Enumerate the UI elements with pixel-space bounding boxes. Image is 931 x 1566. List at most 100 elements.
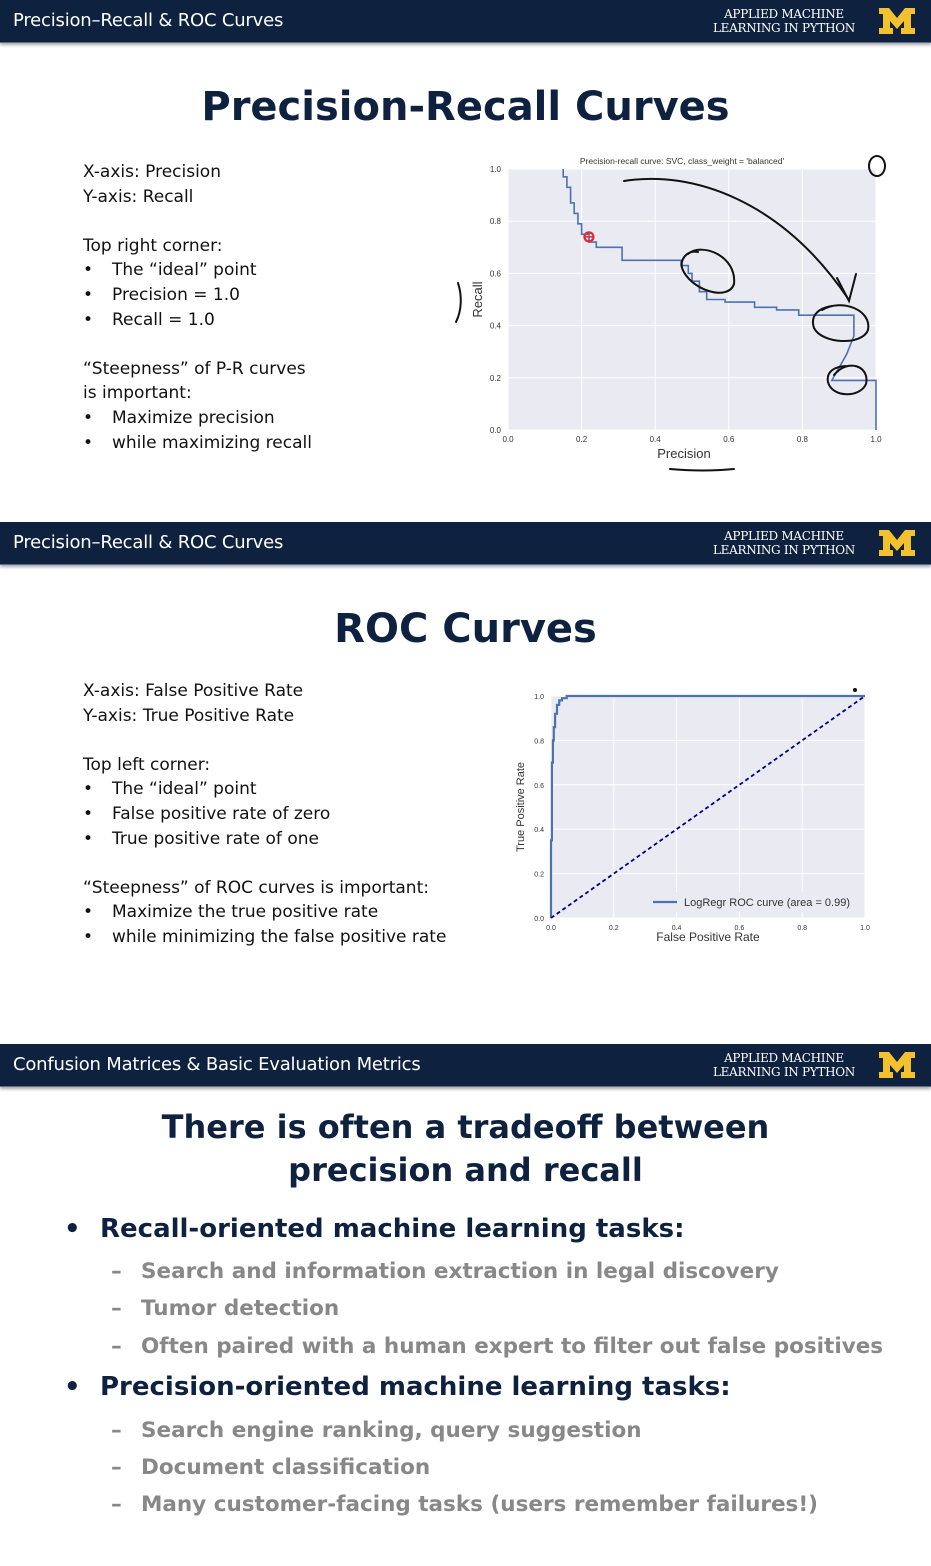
slide-title: Precision-Recall Curves bbox=[201, 84, 730, 130]
x-axis-label: Precision bbox=[657, 446, 710, 461]
y-tick-label: 0.8 bbox=[534, 738, 544, 745]
sub-bullet: – Many customer-facing tasks (users remem… bbox=[111, 1492, 818, 1517]
bullet-item: • Precision = 1.0 bbox=[83, 283, 312, 308]
legend-label: LogRegr ROC curve (area = 0.99) bbox=[684, 897, 850, 909]
bullet-item: • while minimizing the false positive rat… bbox=[83, 925, 446, 950]
body-line: Y-axis: Recall bbox=[83, 186, 194, 207]
x-tick-label: 0.4 bbox=[672, 925, 682, 932]
spacer bbox=[83, 209, 312, 234]
roc-chart: 0.0 0.2 0.4 0.6 0.8 1.0 0.0 0.2 0.4 0.6 0.8 1.0 Fals… bbox=[505, 682, 885, 962]
y-tick-label: 1.0 bbox=[490, 165, 502, 174]
chart-title: Precision-recall curve: SVC, class_weigh… bbox=[580, 156, 785, 166]
y-tick-label: 0.4 bbox=[490, 322, 502, 331]
x-tick-label: 0.2 bbox=[576, 435, 588, 444]
x-tick-label: 0.8 bbox=[797, 925, 807, 932]
brand-line-1: APPLIED MACHINE bbox=[724, 1051, 844, 1065]
slide-header: Confusion Matrices & Basic Evaluation Me… bbox=[0, 1044, 931, 1087]
bullet-text: Precision-oriented machine learning task… bbox=[100, 1372, 731, 1402]
ink-arrow-stroke bbox=[623, 177, 850, 301]
y-axis-label: True Positive Rate bbox=[515, 762, 527, 852]
y-tick-label: 0.2 bbox=[534, 872, 544, 879]
bullet-marker: • bbox=[83, 779, 94, 800]
x-tick-label: 0.0 bbox=[502, 435, 514, 444]
brand-line-1: APPLIED MACHINE bbox=[724, 7, 844, 21]
bullet-item: • The “ideal” point bbox=[83, 777, 446, 802]
bullet-text: Tumor detection bbox=[141, 1296, 340, 1321]
brand-line-2: LEARNING IN PYTHON bbox=[712, 21, 855, 35]
x-tick-label: 0.2 bbox=[609, 925, 619, 932]
body-line: Top left corner: bbox=[83, 754, 211, 775]
x-tick-label: 0.4 bbox=[650, 435, 662, 444]
x-tick-label: 0.6 bbox=[723, 435, 735, 444]
legend-box bbox=[643, 892, 861, 912]
pr-curve-line bbox=[562, 169, 877, 430]
bullet-text: Document classification bbox=[141, 1455, 431, 1480]
sub-bullet: – Search and information extraction in le… bbox=[111, 1259, 779, 1284]
body-line: X-axis: False Positive Rate bbox=[83, 681, 304, 701]
slide-header: Precision–Recall & ROC Curves APPLIED MA… bbox=[0, 0, 931, 43]
bullet-text: False positive rate of zero bbox=[112, 803, 331, 824]
header-title: Precision–Recall & ROC Curves bbox=[13, 532, 284, 553]
body-line: “Steepness” of ROC curves is important: bbox=[83, 877, 429, 898]
body-line: is important: bbox=[83, 383, 192, 404]
y-tick-label: 0.0 bbox=[534, 916, 544, 923]
spacer bbox=[83, 728, 446, 753]
bullet-text: Search and information extraction in leg… bbox=[141, 1259, 779, 1284]
bullet-text: True positive rate of one bbox=[112, 828, 319, 849]
slide-title: ROC Curves bbox=[334, 606, 597, 652]
brand-line-2: LEARNING IN PYTHON bbox=[712, 543, 855, 557]
y-tick-label: 0.4 bbox=[534, 827, 544, 834]
ink-circle-corner bbox=[868, 155, 886, 177]
bullet-marker: • bbox=[83, 432, 94, 453]
ink-underline bbox=[669, 468, 735, 472]
bullet-marker: • bbox=[83, 309, 94, 330]
bullet-item: • True positive rate of one bbox=[83, 827, 446, 852]
plot-area bbox=[508, 169, 876, 430]
block-m-logo bbox=[879, 8, 915, 34]
ink-circle-mid bbox=[680, 248, 736, 294]
x-axis-label: False Positive Rate bbox=[656, 930, 760, 944]
bullet-item: • Recall = 1.0 bbox=[83, 308, 312, 333]
x-tick-label: 1.0 bbox=[870, 435, 882, 444]
slide-tradeoff: Confusion Matrices & Basic Evaluation Me… bbox=[0, 1044, 931, 1566]
bullet-text: Precision = 1.0 bbox=[112, 284, 240, 305]
y-tick-label: 0.6 bbox=[534, 783, 544, 790]
sub-bullet: – Often paired with a human expert to fil… bbox=[111, 1334, 883, 1359]
bullet-text: while minimizing the false positive rate bbox=[112, 926, 447, 947]
bullet-text: Recall = 1.0 bbox=[112, 309, 215, 330]
y-tick-label: 0.6 bbox=[490, 269, 502, 278]
bullet-marker: • bbox=[83, 284, 94, 305]
ink-circle-right bbox=[812, 304, 870, 343]
bullet-text: Often paired with a human expert to filt… bbox=[141, 1334, 884, 1359]
brand-text: APPLIED MACHINE LEARNING IN PYTHON bbox=[713, 1051, 855, 1079]
slide-body: X-axis: False Positive Rate Y-axis: True … bbox=[83, 679, 446, 950]
bullet-marker: • bbox=[83, 926, 94, 947]
bullet-marker: • bbox=[64, 1372, 81, 1402]
brand-line-2: LEARNING IN PYTHON bbox=[712, 1065, 855, 1079]
bullet-marker: – bbox=[111, 1334, 122, 1359]
bullet-text: Recall-oriented machine learning tasks: bbox=[100, 1214, 685, 1244]
slide-header: Precision–Recall & ROC Curves APPLIED MA… bbox=[0, 522, 931, 565]
chance-diagonal-line bbox=[550, 695, 866, 919]
sub-bullet: – Search engine ranking, query suggestion bbox=[111, 1418, 642, 1443]
y-tick-label: 0.0 bbox=[490, 426, 502, 435]
roc-curve-line bbox=[549, 694, 865, 918]
slide-precision-recall: Precision–Recall & ROC Curves APPLIED MA… bbox=[0, 0, 931, 522]
sub-bullet: – Document classification bbox=[111, 1455, 430, 1480]
header-title: Precision–Recall & ROC Curves bbox=[13, 10, 284, 31]
body-line: “Steepness” of P-R curves bbox=[83, 358, 306, 379]
bullet-item: • while maximizing recall bbox=[83, 431, 312, 456]
main-bullet: • Precision-oriented machine learning tas… bbox=[64, 1372, 731, 1402]
brand-line-1: APPLIED MACHINE bbox=[724, 529, 844, 543]
bullet-text: Search engine ranking, query suggestion bbox=[141, 1418, 642, 1443]
main-bullet: • Recall-oriented machine learning tasks: bbox=[64, 1214, 684, 1244]
bullet-item: • False positive rate of zero bbox=[83, 802, 446, 827]
pr-chart: 0.0 0.2 0.4 0.6 0.8 1.0 0.0 0.2 0.4 0.6 0.8 1.0 Prec… bbox=[452, 150, 902, 480]
y-tick-label: 1.0 bbox=[534, 694, 544, 701]
block-m-logo bbox=[879, 1052, 915, 1078]
spacer bbox=[83, 332, 312, 357]
ink-arrowhead bbox=[836, 273, 857, 304]
bullet-text: while maximizing recall bbox=[112, 432, 312, 453]
body-line: Y-axis: True Positive Rate bbox=[83, 705, 295, 726]
y-axis-label: Recall bbox=[470, 281, 485, 317]
